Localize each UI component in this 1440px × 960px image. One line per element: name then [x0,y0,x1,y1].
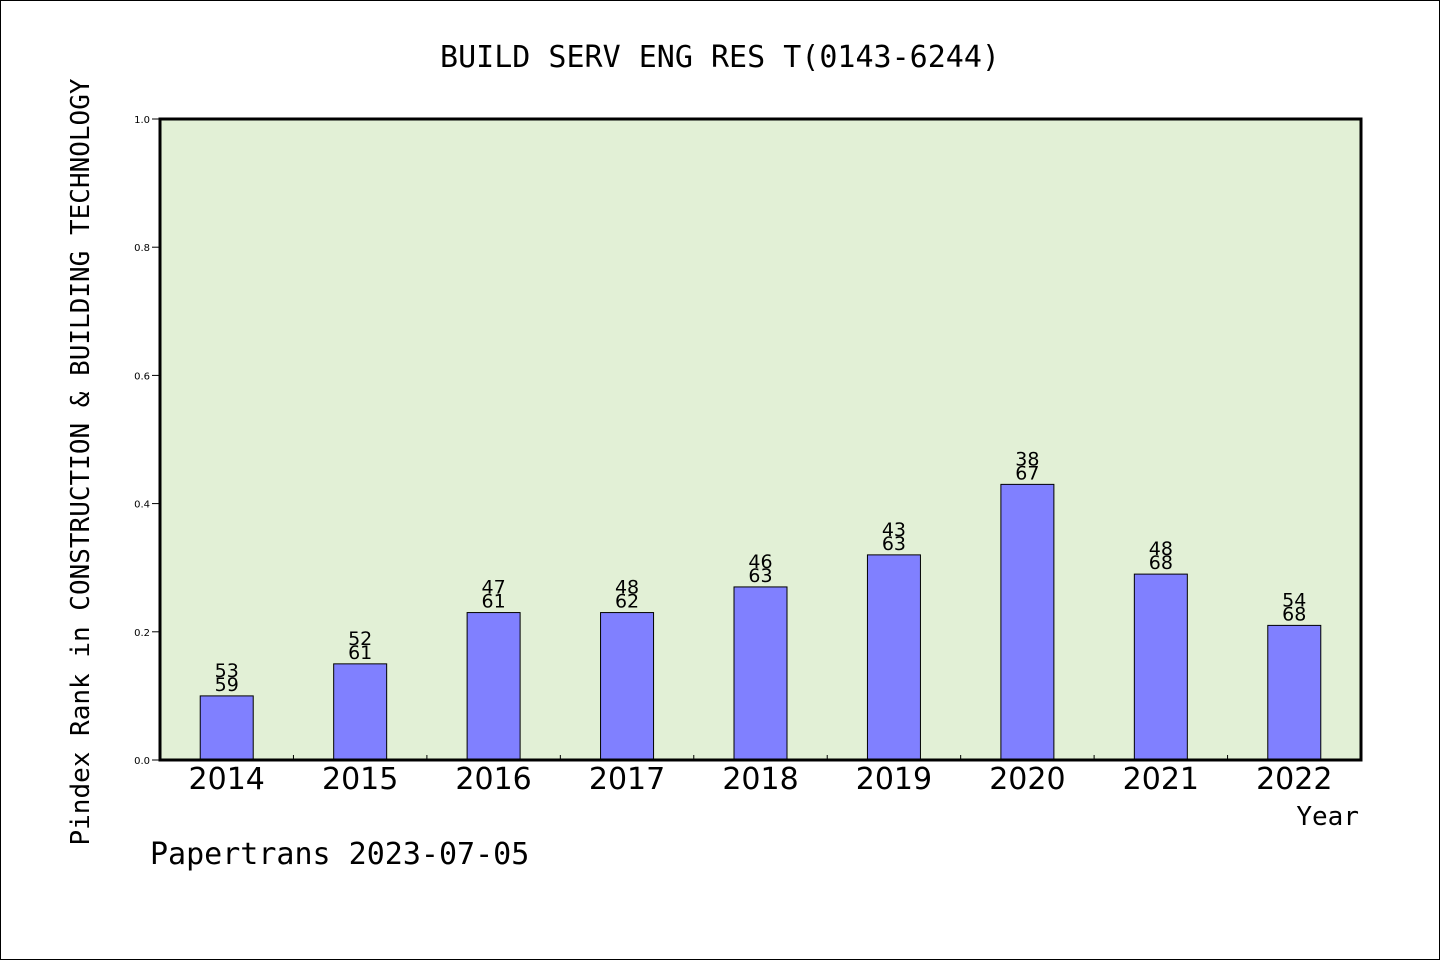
bar-2019 [866,554,921,761]
x-tick-label: 2014 [189,762,265,797]
bar-2022 [1267,624,1322,761]
bar-label-top: 53 [215,660,239,682]
bar-label-bottom: 63 [748,565,772,587]
bar-2016 [466,612,521,761]
x-tick-label: 2018 [722,762,798,797]
y-axis-label: Pindex Rank in CONSTRUCTION & BUILDING T… [66,78,96,845]
bar-2020 [1000,483,1055,761]
bar-label-top: 38 [1015,448,1039,470]
bar-label-bottom: 68 [1149,552,1173,574]
bar-label-top: 46 [748,551,772,573]
x-tick-label: 2015 [322,762,398,797]
x-tick-label: 2021 [1123,762,1199,797]
x-axis: 2014 2015 2016 2017 2018 2019 2020 2021 2022 [189,755,1332,797]
bar-2014 [199,695,254,761]
bar-2015 [333,663,388,761]
bar-label-top: 54 [1282,589,1306,611]
bars-group [199,483,1322,761]
y-tick-label: 0.8 [134,243,150,254]
bar-2021 [1133,573,1188,761]
footer-credit: Papertrans 2023-07-05 [150,837,529,872]
y-tick-label: 0.0 [134,756,150,767]
x-tick-label: 2022 [1256,762,1332,797]
bar-2018 [733,586,788,761]
bar-label-bottom: 62 [615,591,639,613]
bar-label-bottom: 61 [348,642,372,664]
x-tick-label: 2019 [856,762,932,797]
x-tick-label: 2016 [455,762,531,797]
bar-label-bottom: 63 [882,533,906,555]
y-axis: 0.0 0.2 0.4 0.6 0.8 1.0 [134,115,160,767]
bar-label-top: 48 [615,577,639,599]
bar-label-bottom: 67 [1015,462,1039,484]
y-tick-label: 0.2 [134,628,150,639]
y-tick-label: 0.6 [134,371,150,382]
y-tick-label: 0.4 [134,500,150,511]
bar-label-bottom: 59 [215,674,239,696]
y-tick-label: 1.0 [134,115,150,126]
bar-label-top: 47 [482,577,506,599]
chart-title: BUILD SERV ENG RES T(0143-6244) [440,40,1000,75]
bar-2017 [600,612,655,761]
bar-label-top: 43 [882,519,906,541]
x-axis-label: Year [1296,802,1359,832]
bar-label-bottom: 61 [482,591,506,613]
bar-label-top: 48 [1149,538,1173,560]
x-tick-label: 2020 [989,762,1065,797]
bar-label-bottom: 68 [1282,603,1306,625]
x-tick-label: 2017 [589,762,665,797]
plot-border [158,117,1363,762]
bar-label-top: 52 [348,628,372,650]
